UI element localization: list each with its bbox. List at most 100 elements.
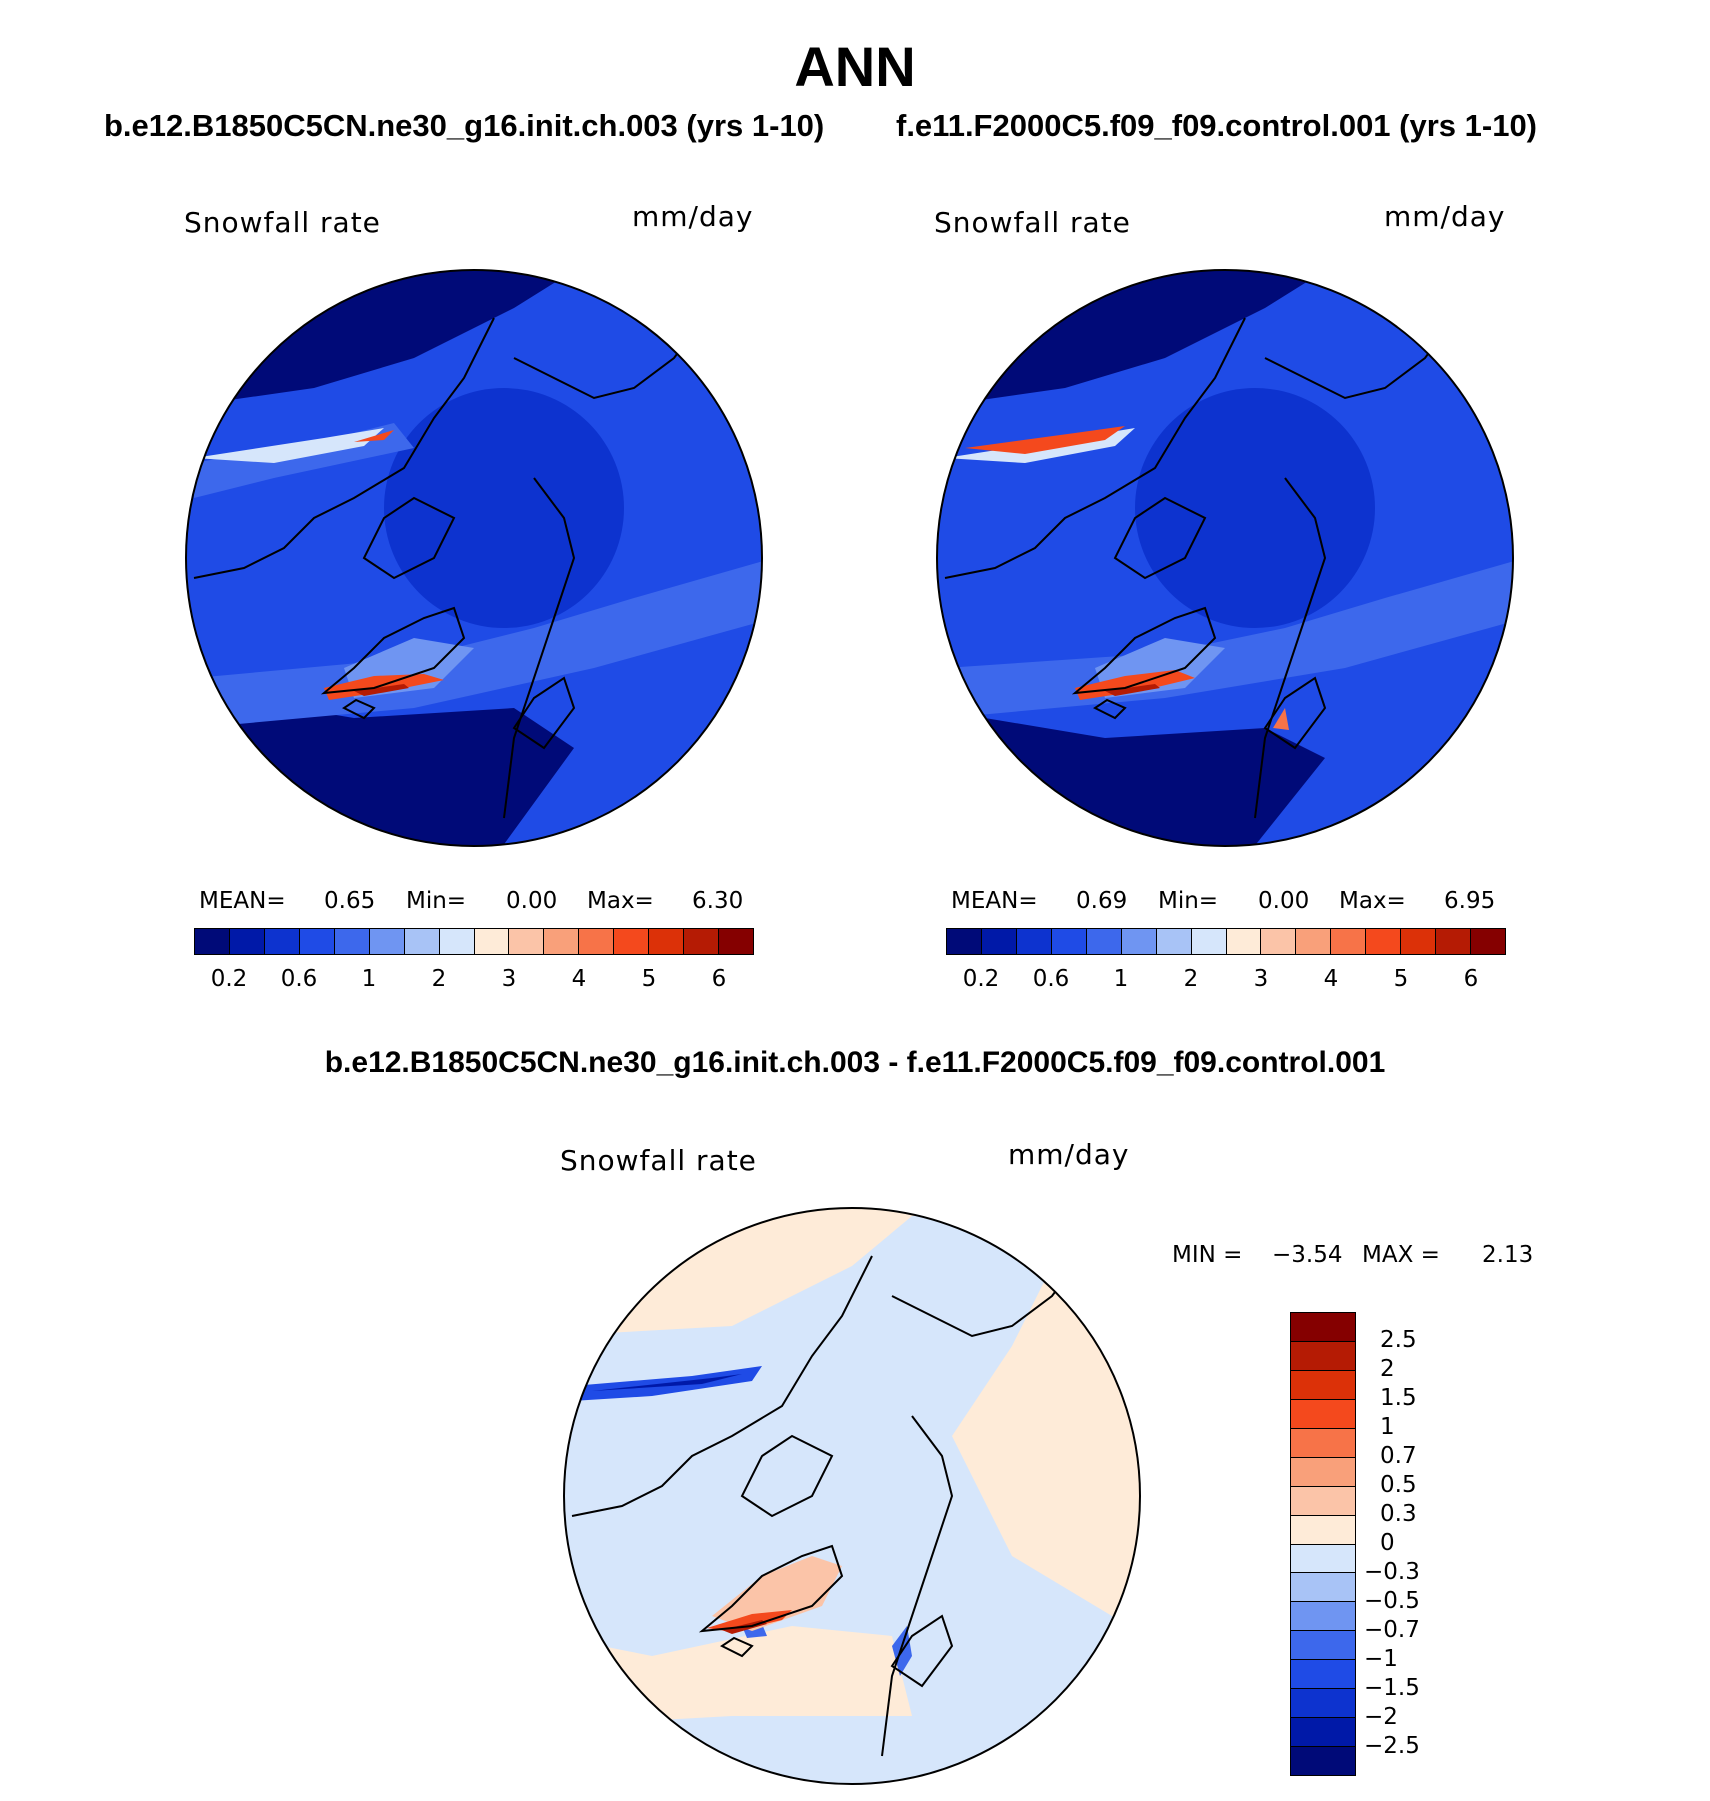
diff-colorbar-box	[1291, 1689, 1355, 1719]
right-colorbar-box	[1156, 929, 1192, 954]
diff-colorbar-box	[1291, 1428, 1355, 1458]
right-max-value: 6.95	[1444, 888, 1496, 914]
left-min-value: 0.00	[506, 888, 558, 914]
diff-colorbar-box	[1291, 1341, 1355, 1371]
coastline	[512, 676, 576, 750]
coastline	[342, 698, 376, 720]
diff-colorbar-tick-label: 0	[1380, 1530, 1395, 1556]
right-colorbar-tick-label: 5	[1393, 966, 1409, 992]
coastline	[881, 1415, 954, 1757]
left-colorbar-box	[719, 929, 753, 954]
right-colorbar-tick-label: 2	[1183, 966, 1199, 992]
coastline	[1071, 606, 1217, 695]
light-blue-band	[945, 558, 1513, 718]
coastline	[571, 1255, 873, 1517]
right-units-label: mm/day	[1384, 200, 1506, 233]
diff-max-value: 2.13	[1482, 1242, 1534, 1268]
right-colorbar-tick-label: 3	[1253, 966, 1269, 992]
right-colorbar-box	[1191, 929, 1227, 954]
right-min-label: Min=	[1158, 888, 1219, 914]
left-colorbar-tick-label: 4	[571, 966, 587, 992]
right-colorbar-box	[1121, 929, 1157, 954]
left-colorbar-box	[614, 929, 650, 954]
right-colorbar-box	[1261, 929, 1297, 954]
map-border	[936, 269, 1514, 847]
left-case-title: b.e12.B1850C5CN.ne30_g16.init.ch.003 (yr…	[104, 108, 825, 143]
coastline	[698, 1544, 844, 1633]
diff-min-value: −3.54	[1272, 1242, 1343, 1268]
left-colorbar-box	[264, 929, 300, 954]
left-variable-label: Snowfall rate	[184, 206, 381, 239]
left-colorbar-box	[474, 929, 510, 954]
right-polar-map	[936, 269, 1514, 847]
right-colorbar-tick-label: 0.2	[962, 966, 1000, 992]
right-colorbar-box	[1016, 929, 1052, 954]
heavy-snow-band	[354, 684, 409, 696]
right-max-label: Max=	[1339, 888, 1406, 914]
heavy-snow-band	[354, 430, 394, 442]
diff-colorbar	[1290, 1312, 1356, 1776]
left-colorbar-box	[369, 929, 405, 954]
coastline	[320, 606, 466, 695]
left-colorbar	[194, 928, 754, 955]
left-colorbar-tick-label: 5	[641, 966, 657, 992]
left-colorbar-box	[509, 929, 545, 954]
polar-cap-region	[384, 388, 624, 628]
left-polar-map	[185, 269, 763, 847]
right-variable-label: Snowfall rate	[934, 206, 1131, 239]
left-colorbar-box	[439, 929, 475, 954]
left-colorbar-tick-label: 2	[431, 966, 447, 992]
left-colorbar-box	[334, 929, 370, 954]
diff-colorbar-tick-label: −0.5	[1364, 1588, 1420, 1614]
positive-anomaly-region	[712, 1556, 842, 1631]
page-title: ANN	[794, 35, 916, 98]
coastline	[944, 317, 1246, 579]
diff-colorbar-box	[1291, 1515, 1355, 1545]
coastline	[720, 1636, 754, 1658]
right-colorbar-box	[1366, 929, 1402, 954]
heavy-snow-band	[965, 426, 1125, 454]
coastline	[1093, 698, 1127, 720]
heavy-snow-band	[1105, 684, 1160, 696]
left-units-label: mm/day	[632, 200, 754, 233]
coastline	[1263, 676, 1327, 750]
left-colorbar-box	[579, 929, 615, 954]
right-mean-value: 0.69	[1076, 888, 1128, 914]
diff-colorbar-box	[1291, 1747, 1355, 1775]
diff-colorbar-box	[1291, 1544, 1355, 1574]
left-colorbar-tick-label: 1	[361, 966, 377, 992]
right-colorbar-tick-label: 0.6	[1032, 966, 1070, 992]
diff-colorbar-box	[1291, 1486, 1355, 1516]
right-colorbar-box	[1226, 929, 1262, 954]
right-colorbar-box	[1086, 929, 1122, 954]
coastline	[362, 496, 456, 580]
right-colorbar-tick-label: 1	[1113, 966, 1129, 992]
diff-colorbar-box	[1291, 1457, 1355, 1487]
diff-colorbar-tick-label: 1.5	[1380, 1385, 1417, 1411]
polar-cap-region	[1135, 388, 1375, 628]
left-colorbar-tick-label: 3	[501, 966, 517, 992]
coastline	[740, 1434, 834, 1518]
diff-colorbar-tick-label: 0.5	[1380, 1472, 1417, 1498]
diff-units-label: mm/day	[1008, 1138, 1130, 1171]
diff-colorbar-tick-label: −2.5	[1364, 1733, 1420, 1759]
diff-colorbar-box	[1291, 1370, 1355, 1400]
left-mean-label: MEAN=	[199, 888, 286, 914]
diff-colorbar-box	[1291, 1631, 1355, 1661]
right-colorbar-box	[947, 929, 982, 954]
diff-colorbar-tick-label: 0.7	[1380, 1443, 1417, 1469]
diff-colorbar-box	[1291, 1718, 1355, 1748]
negative-anomaly-region	[564, 1386, 892, 1576]
diff-colorbar-tick-label: −1	[1364, 1646, 1398, 1672]
diff-colorbar-tick-label: −2	[1364, 1704, 1398, 1730]
diff-variable-label: Snowfall rate	[560, 1144, 757, 1177]
right-colorbar-box	[1401, 929, 1437, 954]
right-colorbar-box	[1296, 929, 1332, 954]
coastline	[503, 477, 576, 819]
diff-colorbar-box	[1291, 1660, 1355, 1690]
left-colorbar-box	[195, 929, 230, 954]
left-colorbar-tick-label: 6	[711, 966, 727, 992]
diff-colorbar-tick-label: 2	[1380, 1356, 1395, 1382]
coastline	[193, 317, 495, 579]
right-colorbar	[946, 928, 1506, 955]
